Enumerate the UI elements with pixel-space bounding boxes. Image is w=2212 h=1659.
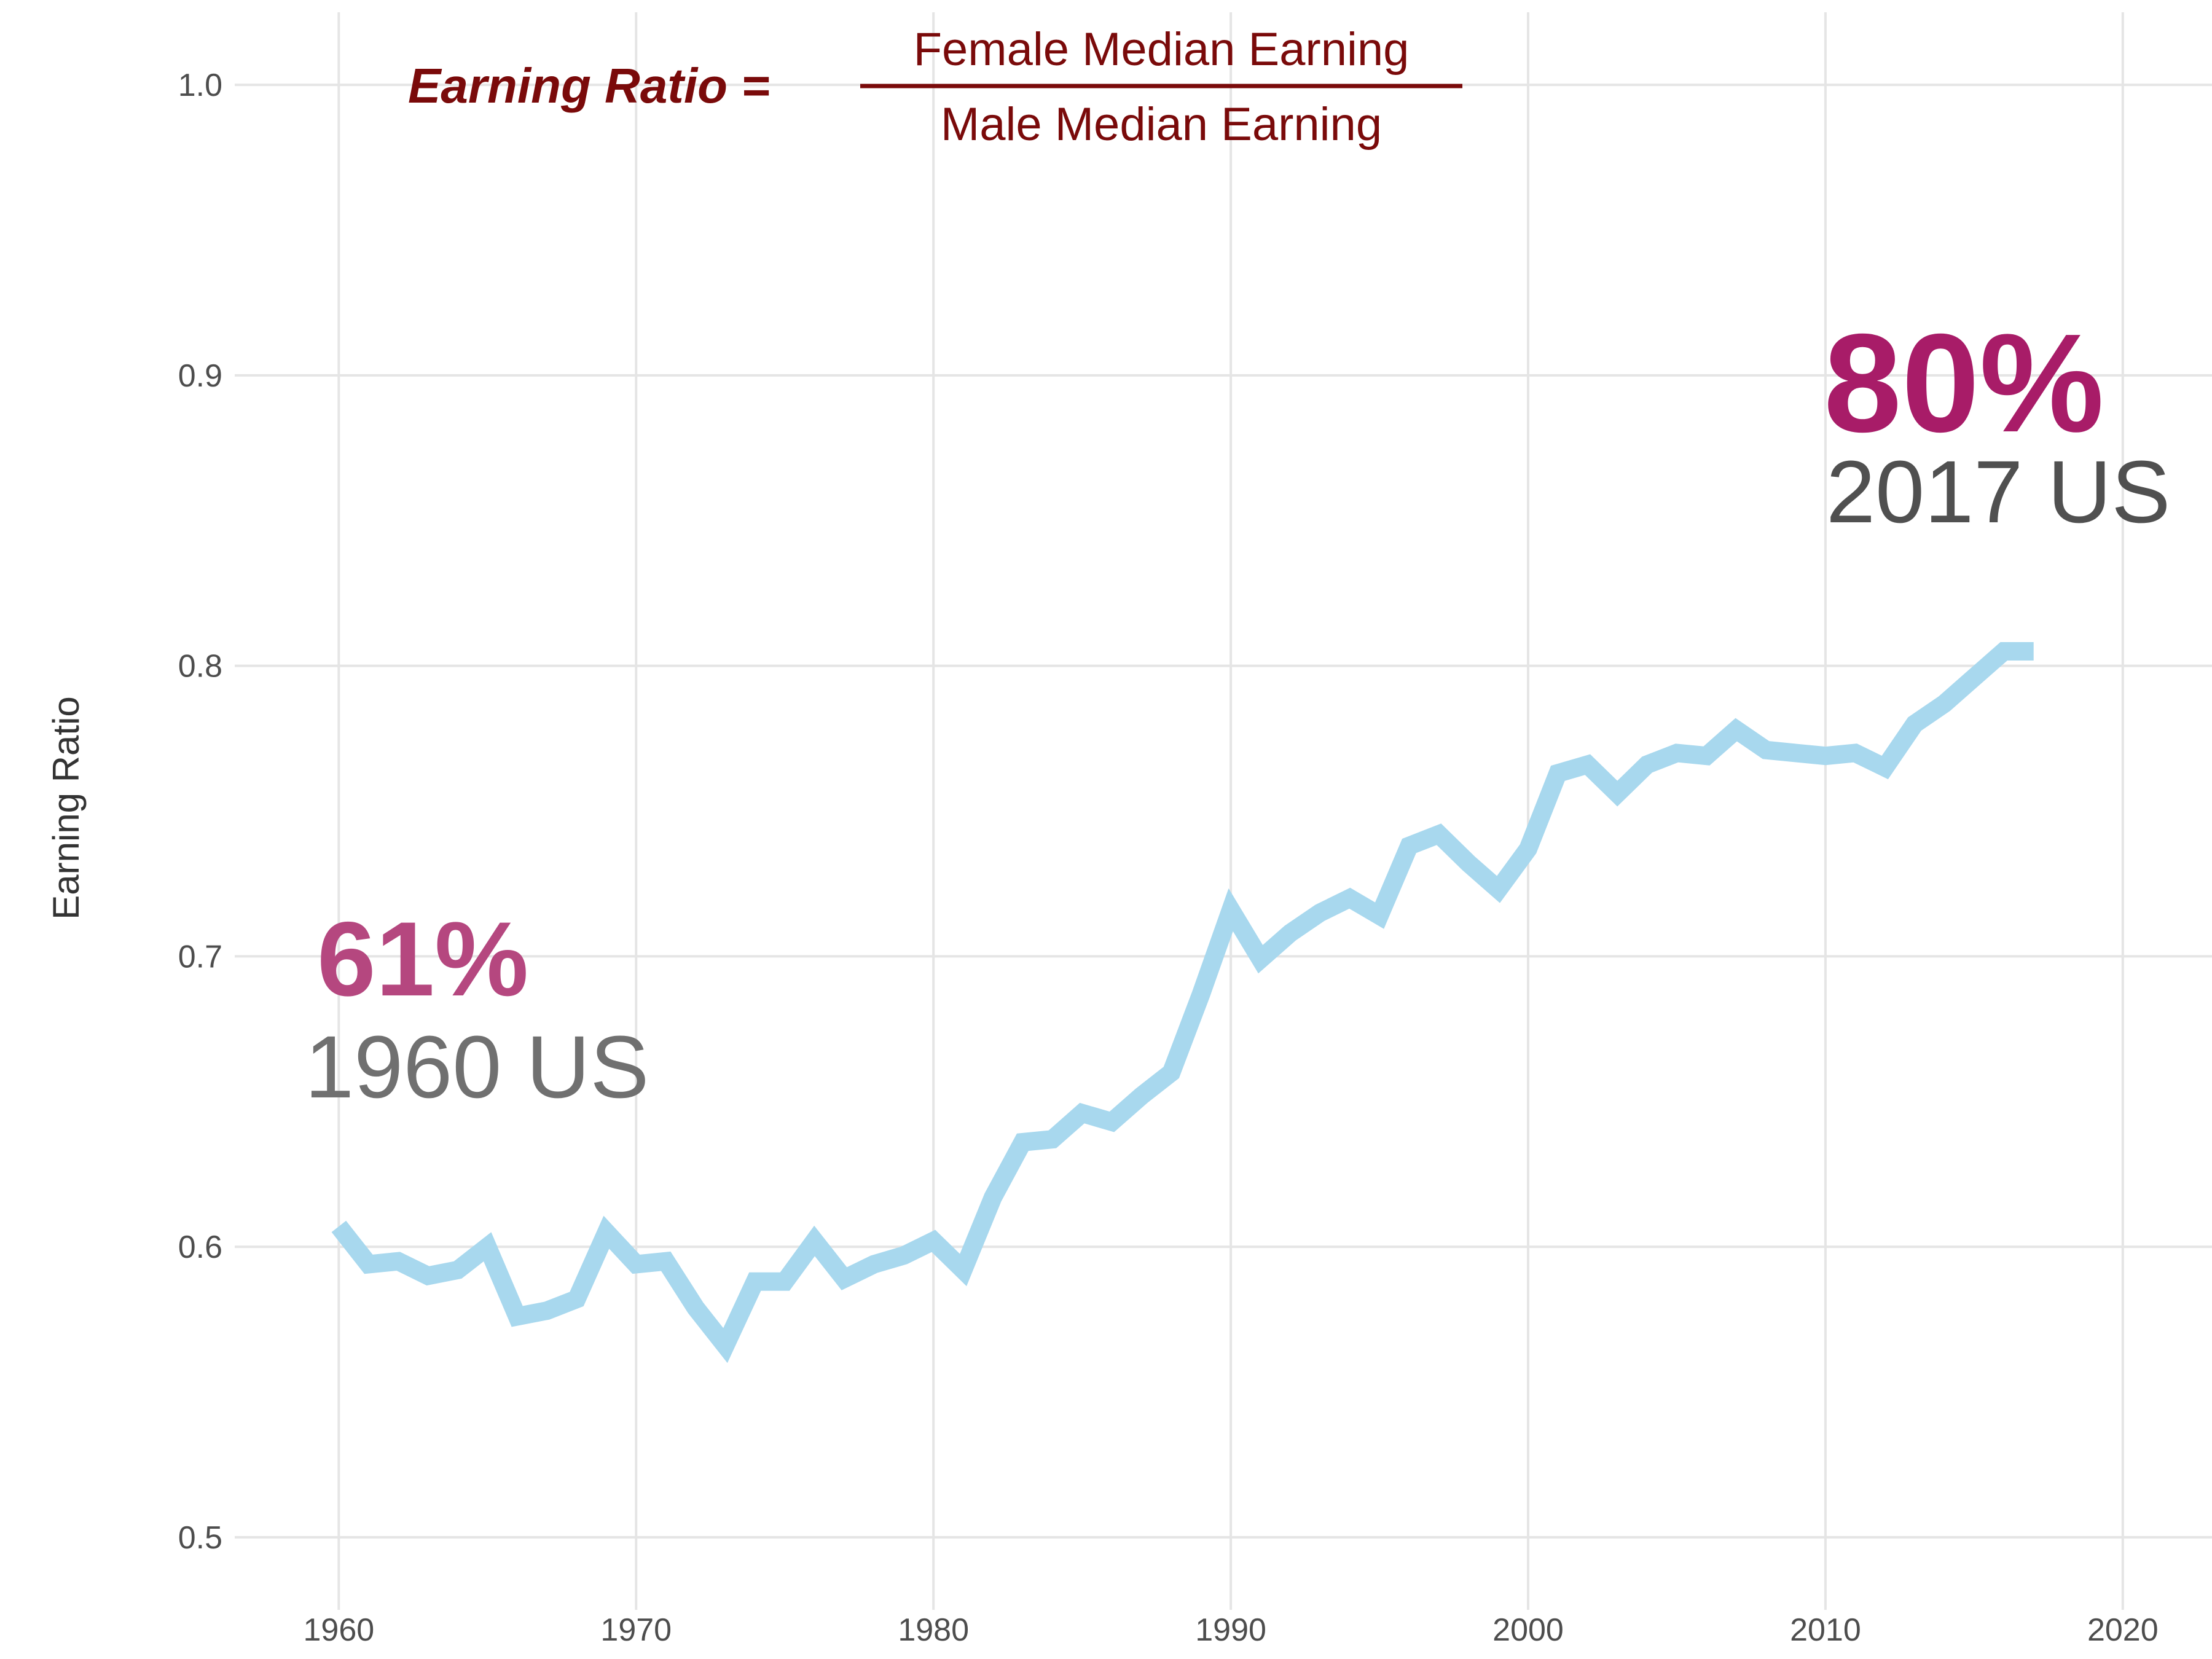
annotation-1960: 61% 1960 US: [305, 900, 649, 1116]
annotation-1960-label: 1960 US: [305, 1018, 649, 1116]
x-tick-label: 2010: [1790, 1612, 1861, 1648]
x-tick-label: 1970: [600, 1612, 672, 1648]
y-axis-title: Earning Ratio: [45, 696, 87, 920]
y-axis-ticks: 0.5 0.6 0.7 0.8 0.9 1.0: [178, 68, 222, 1556]
x-tick-label: 1960: [304, 1612, 375, 1648]
annotation-1960-value: 61%: [317, 900, 528, 1018]
y-tick-label: 0.7: [178, 939, 222, 975]
formula-denominator: Male Median Earning: [941, 98, 1382, 151]
x-tick-label: 2000: [1492, 1612, 1564, 1648]
y-tick-label: 0.9: [178, 358, 222, 394]
annotation-2017: 80% 2017 US: [1824, 305, 2170, 541]
y-tick-label: 0.8: [178, 649, 222, 684]
annotation-2017-label: 2017 US: [1826, 442, 2170, 541]
earning-ratio-formula: Earning Ratio = Female Median Earning Ma…: [408, 23, 1462, 151]
x-tick-label: 1990: [1195, 1612, 1266, 1648]
series-layer: [331, 642, 2034, 1363]
x-tick-label: 1980: [898, 1612, 969, 1648]
annotation-2017-value: 80%: [1824, 305, 2104, 461]
formula-numerator: Female Median Earning: [914, 23, 1410, 76]
x-tick-label: 2020: [2087, 1612, 2159, 1648]
grid-lines: [235, 12, 2212, 1610]
y-tick-label: 1.0: [178, 68, 222, 103]
y-tick-label: 0.6: [178, 1230, 222, 1265]
formula-lhs: Earning Ratio =: [408, 58, 770, 113]
x-axis-ticks: 1960 1970 1980 1990 2000 2010 2020: [304, 1612, 2159, 1648]
earning-ratio-line: [331, 642, 2034, 1363]
y-tick-label: 0.5: [178, 1520, 222, 1556]
